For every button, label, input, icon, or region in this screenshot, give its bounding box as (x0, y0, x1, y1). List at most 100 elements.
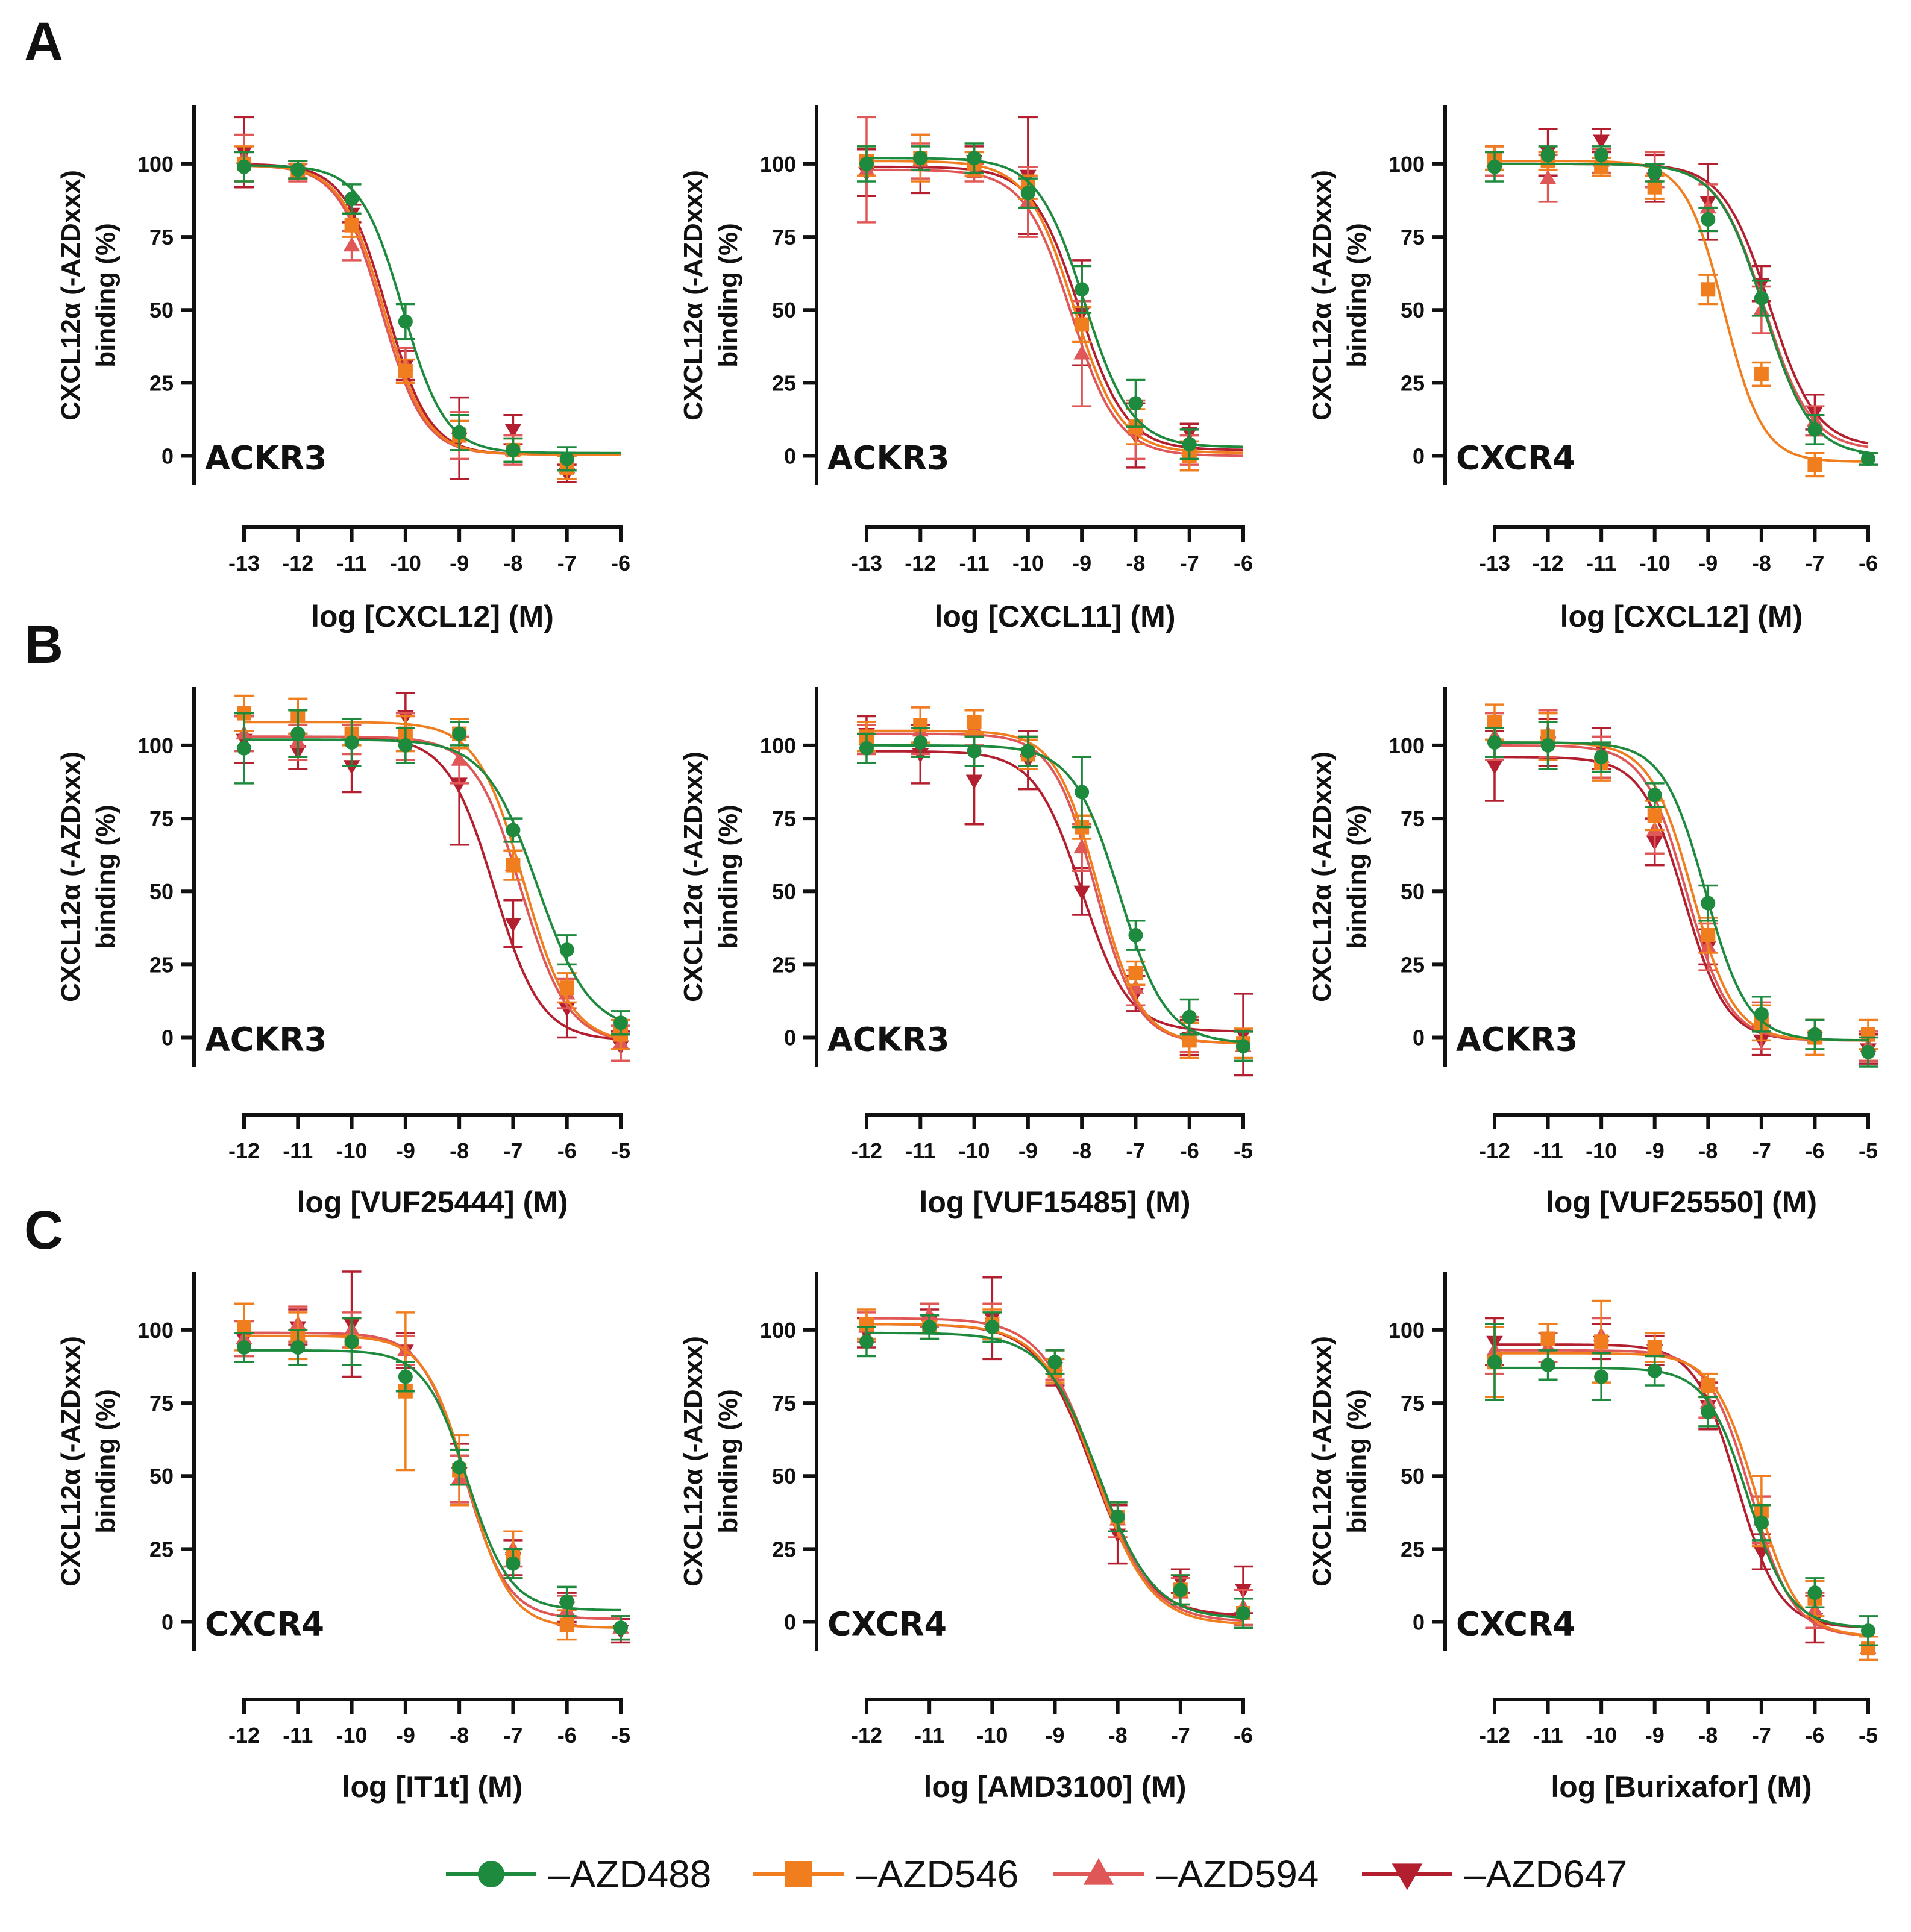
data-point (859, 156, 874, 171)
x-tick-label: -5 (1859, 1138, 1878, 1163)
y-axis-title: CXCL12α (-AZDxxx) binding (%) (56, 1336, 121, 1587)
series-azd594 (234, 712, 630, 1062)
x-tick-label: -9 (396, 1723, 415, 1748)
x-tick-label: -8 (1108, 1723, 1128, 1748)
data-point (1236, 1606, 1250, 1620)
legend-label: –AZD647 (1464, 1852, 1627, 1896)
x-tick-label: -12 (228, 1723, 260, 1748)
data-point (398, 738, 413, 753)
data-point (1182, 1009, 1197, 1024)
data-point (1754, 290, 1769, 306)
data-point (1020, 186, 1035, 201)
data-point (922, 1320, 937, 1335)
data-point (913, 151, 928, 166)
y-tick-label: 100 (760, 733, 796, 758)
x-tick-label: -12 (851, 1138, 882, 1163)
data-point (290, 1340, 306, 1355)
fit-curve (243, 165, 621, 456)
series-azd594 (1485, 145, 1869, 448)
data-point (1861, 1044, 1875, 1059)
data-point (1701, 282, 1716, 297)
legend-marker (785, 1861, 812, 1887)
series-azd594 (857, 706, 1253, 1062)
data-point (613, 1015, 628, 1030)
data-point (559, 1617, 574, 1632)
y-tick-label: 50 (149, 298, 174, 322)
fit-curve (1495, 162, 1869, 448)
x-tick-label: -11 (283, 1138, 313, 1163)
data-point (1647, 1340, 1662, 1355)
data-point (1487, 1355, 1502, 1370)
x-tick-label: -13 (851, 551, 882, 576)
y-tick-label: 50 (149, 879, 174, 904)
data-point (398, 1369, 413, 1384)
data-point (1128, 965, 1143, 980)
chart-panel-5: 0 25 50 75 100 -12 -11 -10 -9 -8 -7 -6 -5 log [VUF154… (679, 687, 1253, 1219)
y-axis-title-line2: binding (%) (714, 1389, 743, 1534)
y-tick-label: 50 (1401, 879, 1425, 904)
x-axis-title: log [CXCL12] (M) (311, 600, 554, 633)
y-axis-title-line1: CXCL12α (-AZDxxx) (56, 751, 86, 1002)
data-point (343, 237, 360, 252)
data-point (1647, 1363, 1662, 1378)
x-tick-label: -13 (1479, 551, 1510, 576)
x-tick-label: -9 (1018, 1138, 1038, 1163)
data-point (1540, 1358, 1555, 1373)
data-point (1020, 744, 1035, 759)
y-tick-label: 75 (1401, 806, 1425, 831)
data-point (1594, 750, 1609, 765)
x-tick-label: -7 (1171, 1723, 1190, 1748)
data-point (1073, 885, 1090, 900)
data-point (344, 192, 359, 207)
x-tick-label: -11 (1533, 1138, 1563, 1163)
data-point (290, 726, 306, 741)
x-tick-label: -9 (1645, 1723, 1665, 1748)
data-point (506, 1556, 521, 1571)
data-point (237, 1340, 251, 1355)
series-azd647 (1485, 718, 1878, 1065)
x-tick-label: -6 (557, 1138, 577, 1163)
y-tick-label: 75 (772, 225, 796, 249)
data-point (1594, 1334, 1609, 1349)
series-azd488 (234, 709, 630, 1036)
data-point (967, 151, 982, 166)
data-point (1807, 1585, 1822, 1601)
fit-curve (244, 735, 621, 1041)
data-point (1128, 396, 1143, 411)
y-axis-title-line1: CXCL12α (-AZDxxx) (1307, 170, 1337, 421)
x-tick-label: -6 (1234, 1723, 1253, 1748)
data-point (985, 1320, 1000, 1335)
x-tick-label: -7 (503, 1723, 522, 1748)
x-tick-label: -11 (1533, 1723, 1563, 1748)
x-tick-label: -8 (1698, 1138, 1718, 1163)
y-tick-label: 50 (149, 1464, 174, 1488)
x-tick-label: -5 (1234, 1138, 1253, 1163)
x-tick-label: -5 (611, 1723, 630, 1748)
data-point (1539, 169, 1557, 184)
y-tick-label: 0 (784, 444, 796, 469)
legend: –AZD488 –AZD546 –AZD594 –AZD647 (446, 1852, 1627, 1896)
x-tick-label: -9 (450, 551, 469, 576)
x-tick-label: -6 (1805, 1723, 1824, 1748)
y-tick-label: 25 (1401, 371, 1425, 395)
data-point (504, 917, 522, 932)
data-point (1701, 1404, 1716, 1419)
y-axis-title: CXCL12α (-AZDxxx) binding (%) (679, 751, 743, 1002)
x-tick-label: -8 (1752, 551, 1771, 576)
series-azd594 (234, 1305, 630, 1641)
data-point (343, 760, 360, 775)
y-axis-title-line1: CXCL12α (-AZDxxx) (679, 170, 708, 421)
y-axis-title: CXCL12α (-AZDxxx) binding (%) (56, 170, 121, 421)
data-point (559, 980, 574, 996)
x-tick-label: -7 (1752, 1723, 1771, 1748)
x-tick-label: -13 (228, 551, 260, 576)
y-tick-label: 0 (784, 1610, 796, 1635)
y-tick-label: 100 (137, 1318, 174, 1343)
x-tick-label: -10 (1586, 1138, 1617, 1163)
series-azd488 (234, 151, 621, 472)
data-point (1075, 317, 1090, 332)
x-tick-label: -12 (1479, 1723, 1510, 1748)
y-tick-label: 50 (1401, 1464, 1425, 1488)
data-point (1540, 1331, 1555, 1346)
fit-curve (867, 168, 1243, 457)
